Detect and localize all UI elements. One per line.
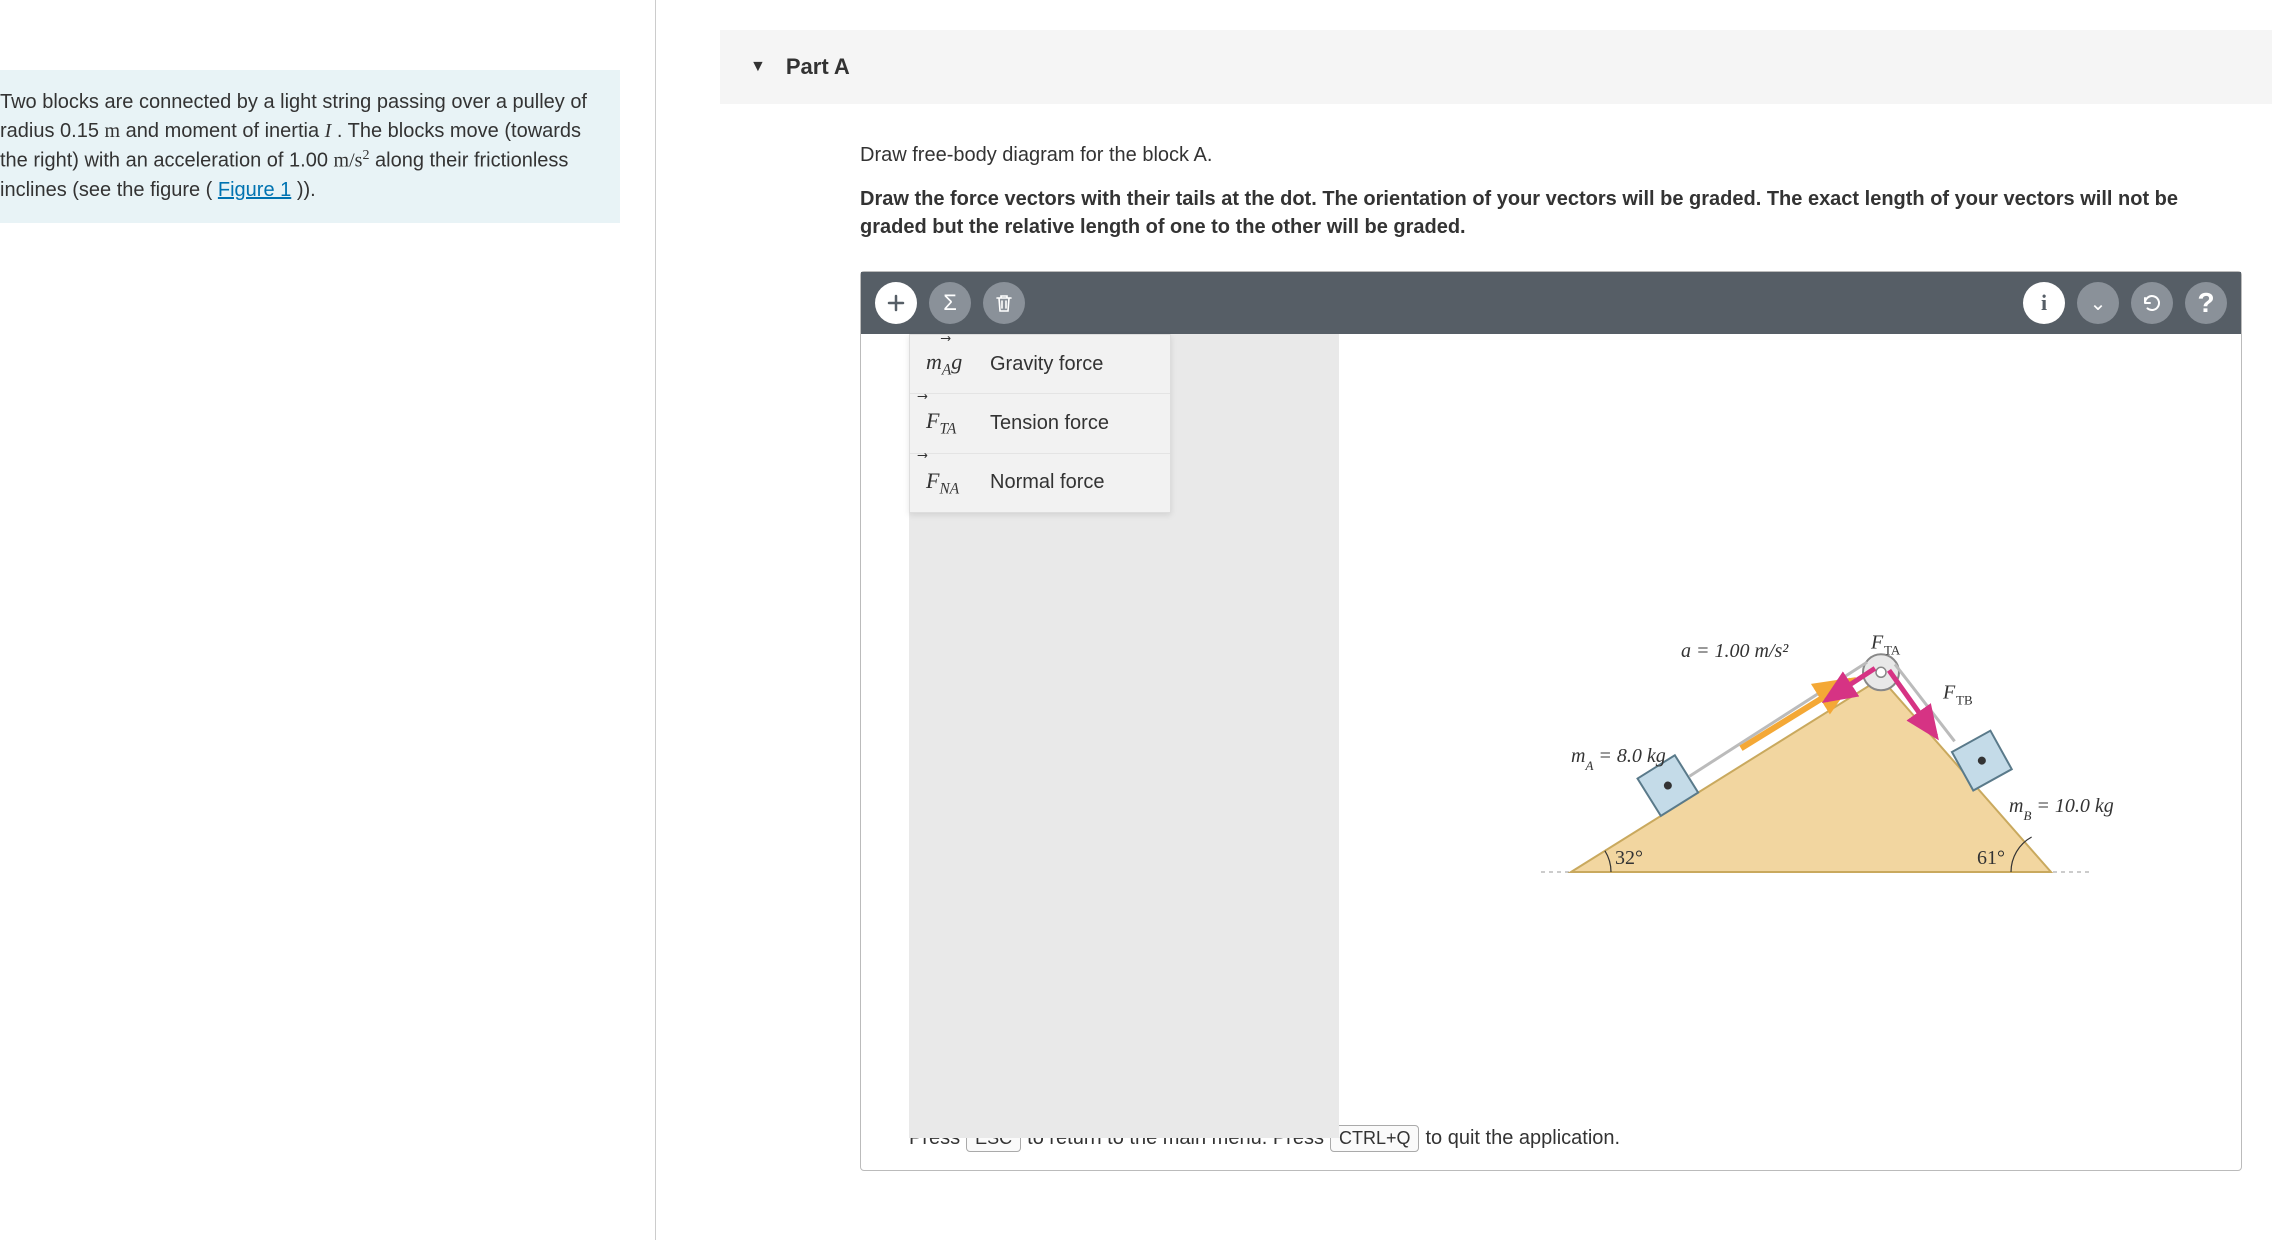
ctrlq-keycap: CTRL+Q <box>1330 1125 1420 1152</box>
info-button[interactable]: i <box>2023 282 2065 324</box>
panel-divider <box>655 0 656 1240</box>
plus-icon <box>886 293 906 313</box>
unit-ms: m/s <box>334 150 363 172</box>
help-button[interactable]: ? <box>2185 282 2227 324</box>
svg-text:mB = 10.0 kg: mB = 10.0 kg <box>2009 795 2114 823</box>
unit-ms-exp: 2 <box>362 148 369 163</box>
vector-menu: mAg⃗ Gravity force F⃗TA Tension force F⃗… <box>909 334 1171 513</box>
trash-icon <box>995 293 1013 313</box>
info-icon: i <box>2041 290 2047 316</box>
footer-suffix: to quit the application. <box>1425 1127 1620 1150</box>
part-a-header[interactable]: ▼ Part A <box>720 30 2272 104</box>
reset-button[interactable] <box>2131 282 2173 324</box>
reset-icon <box>2141 292 2163 314</box>
answer-panel: ▼ Part A Draw free-body diagram for the … <box>720 30 2272 1171</box>
vector-option-normal[interactable]: F⃗NA Normal force <box>910 454 1170 512</box>
svg-text:mA = 8.0 kg: mA = 8.0 kg <box>1571 745 1666 773</box>
vector-option-gravity[interactable]: mAg⃗ Gravity force <box>910 335 1170 394</box>
normal-symbol: F⃗NA <box>926 468 976 498</box>
add-vector-button[interactable] <box>875 282 917 324</box>
svg-text:61°: 61° <box>1977 847 2005 869</box>
instruction-1: Draw free-body diagram for the block A. <box>860 144 2242 167</box>
chevron-down-icon: ⌄ <box>2090 291 2107 316</box>
vector-option-tension[interactable]: F⃗TA Tension force <box>910 394 1170 453</box>
help-icon: ? <box>2197 287 2214 319</box>
svg-text:F: F <box>1942 681 1956 703</box>
gravity-symbol: mAg⃗ <box>926 349 976 379</box>
unit-m: m <box>105 120 121 142</box>
sum-button[interactable]: Σ <box>929 282 971 324</box>
svg-text:F: F <box>1870 631 1884 653</box>
caret-down-icon: ▼ <box>750 58 766 76</box>
svg-text:32°: 32° <box>1615 847 1643 869</box>
normal-label: Normal force <box>990 471 1104 494</box>
gravity-label: Gravity force <box>990 353 1103 376</box>
inertia-symbol: I <box>325 120 332 142</box>
instruction-2: Draw the force vectors with their tails … <box>860 185 2242 241</box>
figure-link[interactable]: Figure 1 <box>218 179 291 201</box>
tension-symbol: F⃗TA <box>926 408 976 438</box>
svg-text:TA: TA <box>1884 642 1901 657</box>
dropdown-button[interactable]: ⌄ <box>2077 282 2119 324</box>
svg-text:TB: TB <box>1956 692 1973 707</box>
figure-svg: a = 1.00 m/s²FTAFTBmA = 8.0 kgmB = 10.0 … <box>1511 622 2191 902</box>
part-body: Draw free-body diagram for the block A. … <box>720 104 2272 1171</box>
drawing-canvas[interactable]: Σ i ⌄ ? <box>860 271 2242 1171</box>
canvas-toolbar: Σ i ⌄ ? <box>861 272 2241 334</box>
svg-text:a = 1.00 m/s²: a = 1.00 m/s² <box>1681 640 1789 662</box>
problem-text-5: )). <box>297 179 316 201</box>
physics-figure: a = 1.00 m/s²FTAFTBmA = 8.0 kgmB = 10.0 … <box>1511 622 2191 902</box>
sigma-icon: Σ <box>943 290 957 316</box>
tension-label: Tension force <box>990 412 1109 435</box>
problem-text-2: and moment of inertia <box>126 120 325 142</box>
delete-button[interactable] <box>983 282 1025 324</box>
problem-statement: Two blocks are connected by a light stri… <box>0 70 620 223</box>
part-label: Part A <box>786 54 850 80</box>
